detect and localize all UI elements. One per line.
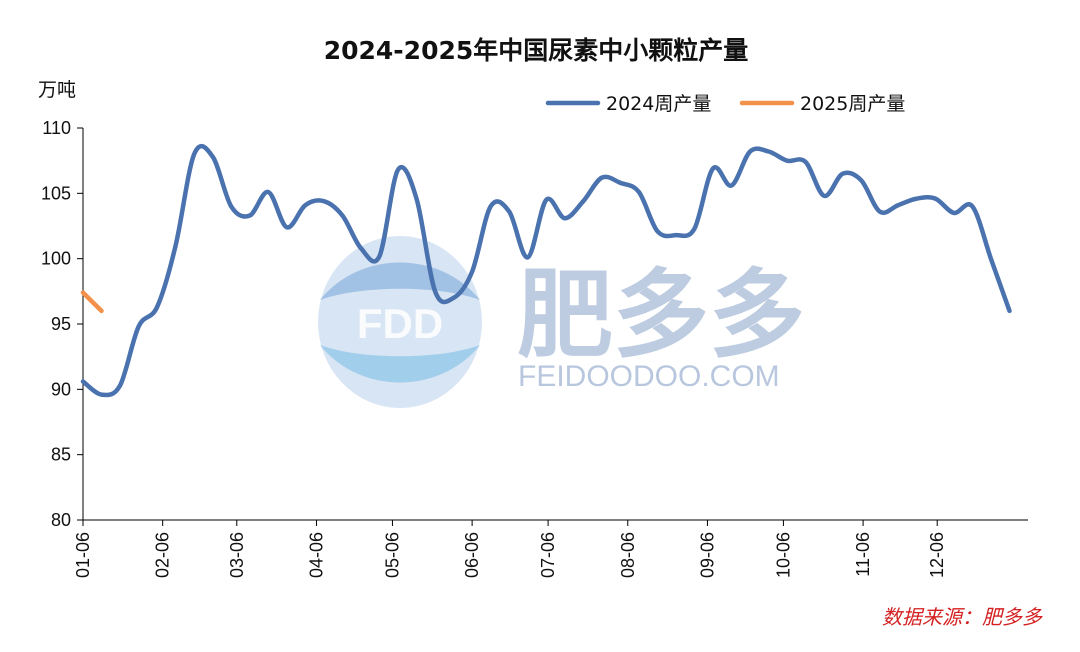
x-tick-label: 07-06: [538, 532, 558, 578]
y-tick-label: 80: [51, 510, 71, 530]
y-tick-label: 90: [51, 379, 71, 399]
legend-label: 2024周产量: [606, 93, 711, 115]
x-tick-label: 04-06: [306, 532, 326, 578]
x-tick-label: 11-06: [853, 532, 873, 577]
x-tick-label: 05-06: [382, 532, 402, 578]
fdd-logo-icon: FDD: [318, 236, 482, 408]
source-note: 数据来源：肥多多: [882, 605, 1043, 629]
series-line-2024: [80, 143, 1012, 398]
y-tick-label: 105: [41, 183, 71, 203]
y-tick-label: 110: [42, 118, 71, 138]
x-tick-label: 12-06: [927, 532, 947, 578]
x-axis-ticks: 01-06 02-06 03-06 04-06 05-06 06-06 07-06 08-06…: [73, 520, 947, 578]
chart-title: 2024-2025年中国尿素中小颗粒产量: [324, 36, 749, 65]
series-lines: [80, 143, 1012, 398]
x-tick-label: 02-06: [153, 532, 173, 578]
y-axis-unit-label: 万吨: [38, 79, 76, 101]
watermark-brand: 肥多多: [517, 259, 805, 371]
x-tick-label: 08-06: [618, 532, 638, 578]
watermark-url: FEIDOODOO.COM: [518, 360, 780, 393]
x-tick-label: 01-06: [73, 532, 93, 578]
legend-label: 2025周产量: [800, 93, 905, 115]
y-axis-ticks: 80 85 90 95 100 105 110: [41, 118, 83, 530]
y-tick-label: 95: [51, 314, 71, 334]
legend: 2024周产量 2025周产量: [545, 93, 905, 115]
y-tick-label: 85: [51, 445, 71, 465]
x-tick-label: 03-06: [227, 532, 247, 578]
series-line-2025: [80, 290, 104, 314]
watermark-logo-text: FDD: [357, 300, 443, 347]
x-tick-label: 06-06: [462, 532, 482, 578]
x-tick-label: 09-06: [697, 532, 717, 578]
x-tick-label: 10-06: [773, 532, 793, 578]
watermark: FDD 肥多多 FEIDOODOO.COM: [318, 236, 805, 408]
y-tick-label: 100: [41, 249, 71, 269]
